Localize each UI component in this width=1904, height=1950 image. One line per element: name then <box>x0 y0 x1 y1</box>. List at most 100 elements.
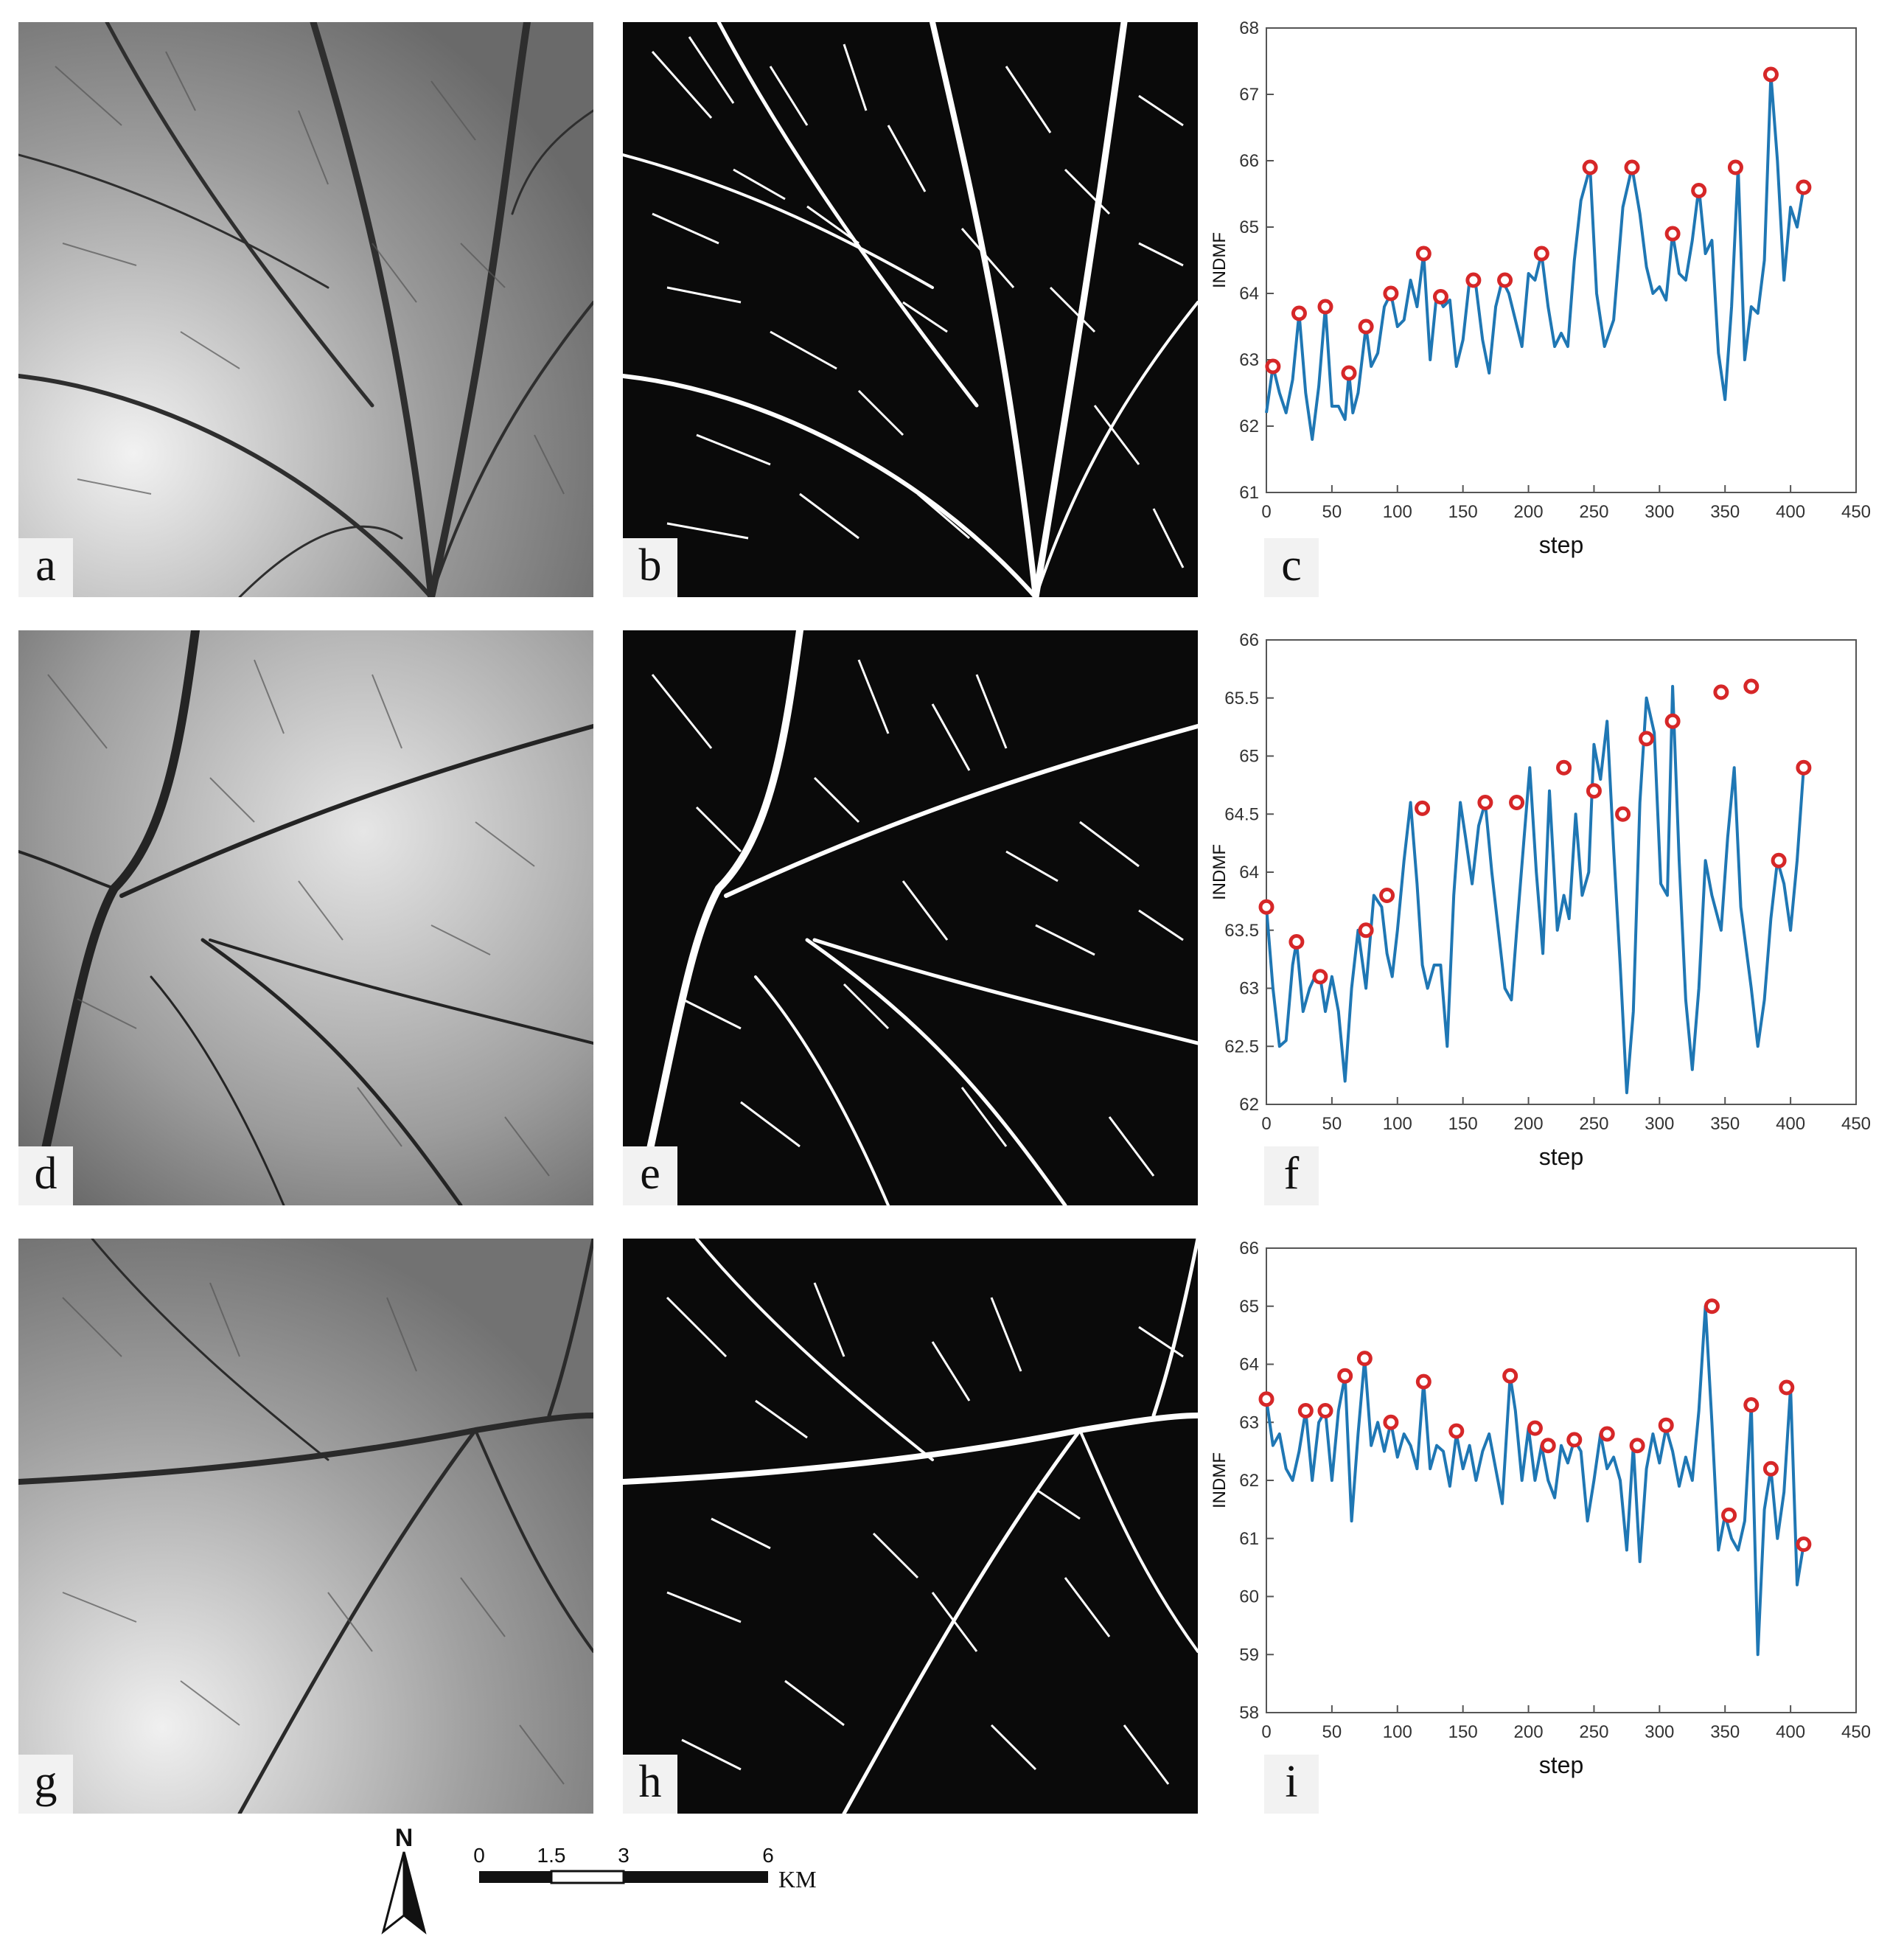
scale-tick-3: 6 <box>762 1844 774 1867</box>
scale-tick-1: 1.5 <box>537 1844 566 1867</box>
peak-marker <box>1796 179 1812 195</box>
series-line <box>1265 1304 1805 1657</box>
map-scale-legend: N 0 1.5 3 6 KM <box>369 1821 870 1946</box>
panel-label-d: d <box>18 1146 73 1205</box>
x-tick-label: 150 <box>1448 502 1478 522</box>
y-tick-label: 64.5 <box>1224 804 1259 824</box>
y-axis-label: INDMF <box>1210 232 1230 288</box>
peak-marker <box>1497 272 1513 288</box>
peak-marker <box>1629 1438 1645 1454</box>
peak-marker <box>1291 305 1307 321</box>
y-tick-label: 61 <box>1239 483 1259 503</box>
peak-marker <box>1743 678 1760 694</box>
peak-marker <box>1658 1417 1674 1433</box>
x-tick-label: 400 <box>1776 502 1805 522</box>
chart-f-plot: 0 50 100 150 200 250 300 350 400 450 62 62.5 63 63.5 6… <box>1210 630 1871 1170</box>
x-tick-label: 250 <box>1579 1114 1608 1134</box>
x-tick-label: 300 <box>1645 1722 1674 1742</box>
scale-unit: KM <box>778 1866 817 1892</box>
panel-label-e: e <box>623 1146 677 1205</box>
scale-tick-2: 3 <box>618 1844 630 1867</box>
peak-marker <box>1509 795 1525 810</box>
panel-label-f: f <box>1264 1146 1319 1205</box>
channel-network-image <box>623 1239 1198 1814</box>
x-tick-label: 100 <box>1383 502 1412 522</box>
north-label: N <box>395 1824 414 1852</box>
y-tick-label: 63.5 <box>1224 921 1259 941</box>
y-tick-label: 62 <box>1239 1471 1259 1491</box>
y-tick-label: 64 <box>1239 863 1259 882</box>
peak-marker <box>1379 888 1395 903</box>
y-tick-label: 65 <box>1239 217 1259 237</box>
x-tick-label: 300 <box>1645 1114 1674 1134</box>
peak-marker <box>1383 1414 1399 1430</box>
peak-marker <box>1721 1507 1737 1523</box>
peak-marker <box>1527 1420 1543 1436</box>
peak-marker <box>1358 922 1374 939</box>
peak-marker <box>1297 1403 1314 1418</box>
peak-marker <box>1465 272 1482 288</box>
x-tick-label: 250 <box>1579 1722 1608 1742</box>
peak-marker <box>1556 759 1572 776</box>
peak-marker <box>1415 800 1431 816</box>
peak-marker <box>1312 969 1328 985</box>
x-tick-label: 50 <box>1322 1114 1342 1134</box>
peak-marker <box>1448 1423 1465 1439</box>
plot-frame <box>1266 27 1857 493</box>
peak-marker <box>1415 1373 1432 1390</box>
channel-network-image <box>623 22 1198 597</box>
peak-marker <box>1258 1391 1274 1407</box>
x-tick-label: 350 <box>1710 1722 1740 1742</box>
panel-label-h: h <box>623 1755 677 1814</box>
panel-label-g: g <box>18 1755 73 1814</box>
x-tick-label: 300 <box>1645 502 1674 522</box>
x-axis-label: step <box>1539 1752 1583 1778</box>
chart-i-plot: 0 50 100 150 200 250 300 350 400 450 58 59 60 61 62 63 6… <box>1210 1239 1871 1778</box>
x-tick-label: 0 <box>1261 1114 1271 1134</box>
chart-c: 0 50 100 150 200 250 300 350 400 450 61 62 63 64 65 66 6… <box>1209 15 1894 605</box>
x-tick-label: 350 <box>1710 502 1740 522</box>
x-tick-label: 450 <box>1841 502 1871 522</box>
x-tick-label: 50 <box>1322 1722 1342 1742</box>
x-tick-label: 200 <box>1514 1114 1544 1134</box>
peak-marker <box>1265 358 1281 375</box>
panel-label-b: b <box>623 538 677 597</box>
x-tick-label: 100 <box>1383 1114 1412 1134</box>
y-tick-label: 66 <box>1239 630 1259 650</box>
y-tick-label: 67 <box>1239 85 1259 105</box>
peak-marker <box>1664 713 1681 729</box>
peak-marker <box>1691 183 1707 198</box>
y-tick-label: 62 <box>1239 1095 1259 1115</box>
peak-marker <box>1586 783 1602 799</box>
y-tick-label: 64 <box>1239 1355 1259 1375</box>
x-axis-label: step <box>1539 1143 1583 1170</box>
chart-i: 0 50 100 150 200 250 300 350 400 450 58 59 60 61 62 63 6… <box>1209 1235 1894 1825</box>
x-tick-label: 450 <box>1841 1114 1871 1134</box>
series-line <box>1265 685 1805 1095</box>
peak-marker <box>1502 1368 1518 1384</box>
peak-marker <box>1533 246 1549 262</box>
y-tick-label: 65.5 <box>1224 689 1259 708</box>
peak-marker <box>1762 1460 1779 1477</box>
y-tick-label: 62 <box>1239 417 1259 436</box>
peak-marker <box>1615 806 1631 822</box>
peak-marker <box>1341 365 1357 381</box>
peak-marker <box>1337 1368 1353 1384</box>
north-arrow-icon <box>381 1851 427 1935</box>
peak-marker <box>1713 684 1729 700</box>
peak-marker <box>1356 1351 1373 1367</box>
peak-marker <box>1582 159 1598 175</box>
peak-marker <box>1258 899 1274 915</box>
y-tick-label: 64 <box>1239 284 1259 304</box>
peak-marker <box>1743 1397 1760 1413</box>
peak-marker <box>1599 1426 1615 1442</box>
peak-marker <box>1796 1536 1812 1553</box>
peak-marker <box>1771 852 1787 868</box>
dem-panel-d <box>18 630 593 1205</box>
y-tick-label: 63 <box>1239 979 1259 999</box>
x-tick-label: 200 <box>1514 502 1544 522</box>
peak-marker <box>1415 246 1432 262</box>
peak-marker <box>1358 318 1374 335</box>
peak-marker <box>1477 795 1493 810</box>
x-tick-label: 400 <box>1776 1722 1805 1742</box>
